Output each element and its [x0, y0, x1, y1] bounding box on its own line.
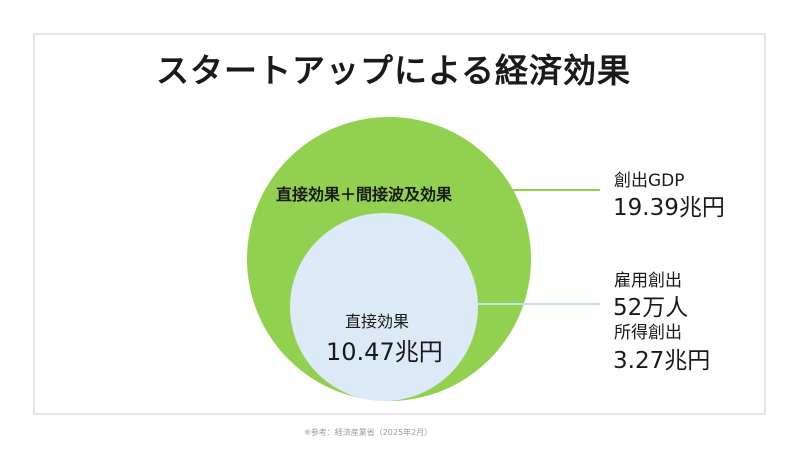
- source-note: ※参考：経済産業省（2025年2月）: [304, 428, 433, 437]
- employment-label: 雇用創出: [614, 271, 682, 291]
- outer-circle-label: 直接効果＋間接波及効果: [276, 185, 453, 204]
- income-value: 3.27兆円: [613, 348, 711, 374]
- inner-circle-direct-effect: [290, 213, 478, 401]
- page-title: スタートアップによる経済効果: [156, 51, 632, 90]
- gdp-label: 創出GDP: [614, 171, 685, 191]
- inner-circle-label: 直接効果: [345, 312, 410, 331]
- income-label: 所得創出: [614, 323, 682, 343]
- employment-value: 52万人: [613, 295, 689, 321]
- inner-circle-value: 10.47兆円: [326, 338, 443, 366]
- gdp-value: 19.39兆円: [613, 195, 725, 221]
